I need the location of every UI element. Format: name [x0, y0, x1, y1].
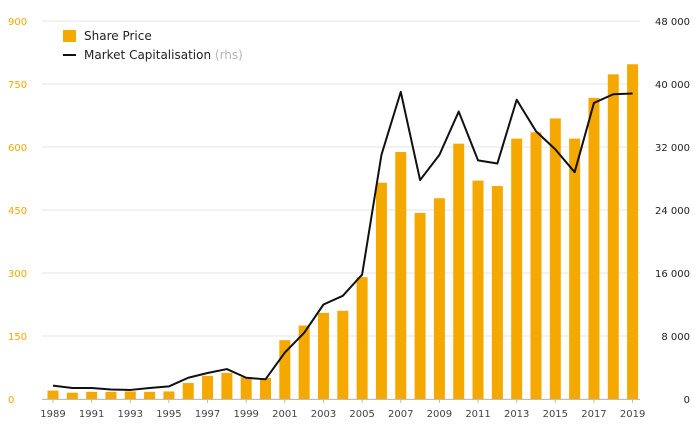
left-axis-tick-label: 900 — [8, 17, 27, 28]
x-axis-tick-label: 1991 — [79, 409, 104, 420]
share-price-bar — [47, 390, 59, 399]
share-price-bar — [105, 391, 117, 399]
left-axis-tick-label: 0 — [8, 395, 14, 406]
share-price-bar — [298, 325, 310, 399]
share-price-bars — [47, 64, 639, 400]
share-price-bar — [530, 132, 542, 400]
right-axis-tick-label: 24 000 — [655, 206, 690, 217]
legend-label-market-cap: Market Capitalisation (rhs) — [84, 48, 243, 62]
share-price-bar — [453, 143, 465, 399]
share-price-bar — [202, 375, 214, 399]
x-axis-tick-label: 1989 — [40, 409, 65, 420]
x-axis-tick-label: 1995 — [156, 409, 181, 420]
share-price-bar — [491, 186, 503, 399]
right-axis-tick-label: 16 000 — [655, 269, 690, 280]
x-axis-tick-label: 1997 — [195, 409, 220, 420]
right-axis-tick-label: 40 000 — [655, 80, 690, 91]
x-axis-tick-label: 2007 — [388, 409, 413, 420]
share-price-bar — [317, 312, 329, 399]
share-price-bar — [433, 198, 445, 399]
x-axis-tick-label: 2015 — [543, 409, 568, 420]
share-price-bar — [260, 378, 272, 399]
left-axis-tick-label: 150 — [8, 332, 27, 343]
share-price-bar — [395, 152, 407, 399]
x-axis-tick-label: 1993 — [118, 409, 143, 420]
left-axis-tick-label: 450 — [8, 206, 27, 217]
right-axis: 0 8 000 16 000 24 000 32 000 40 000 48 000 — [655, 17, 690, 406]
left-axis: 0 150 300 450 600 750 900 — [8, 17, 27, 406]
x-axis-tick-label: 2019 — [620, 409, 645, 420]
left-axis-tick-label: 300 — [8, 269, 27, 280]
share-price-bar — [549, 118, 561, 399]
left-axis-tick-label: 750 — [8, 80, 27, 91]
share-price-bar — [356, 277, 368, 399]
legend-swatch-share-price — [63, 30, 76, 42]
share-price-bar — [163, 391, 175, 399]
share-price-bar — [182, 383, 194, 399]
x-axis-tick-label: 2017 — [581, 409, 606, 420]
x-axis: 1989 1991 1993 1995 1997 1999 2001 2003 2005 2007… — [40, 399, 645, 420]
share-price-bar — [375, 182, 387, 399]
legend: Share Price Market Capitalisation (rhs) — [63, 29, 243, 62]
right-axis-tick-label: 8 000 — [661, 332, 690, 343]
x-axis-tick-label: 2013 — [504, 409, 529, 420]
share-price-bar — [414, 212, 426, 399]
share-price-bar — [279, 340, 291, 399]
x-axis-tick-label: 2009 — [427, 409, 452, 420]
market-cap-line-group — [52, 90, 633, 391]
share-price-bar — [86, 391, 98, 399]
share-price-bar — [337, 310, 349, 399]
x-axis-tick-label: 2005 — [349, 409, 374, 420]
share-price-bar — [607, 74, 619, 399]
share-price-bar — [569, 138, 581, 399]
share-price-bar — [144, 391, 156, 399]
right-axis-tick-label: 0 — [684, 395, 690, 406]
gridlines — [42, 20, 640, 400]
legend-label-market-cap-note: (rhs) — [215, 48, 243, 62]
share-price-bar — [66, 392, 78, 399]
share-price-bar — [511, 138, 523, 399]
x-axis-tick-label: 2011 — [465, 409, 490, 420]
share-price-bar — [221, 372, 233, 399]
x-axis-tick-label: 2003 — [311, 409, 336, 420]
share-price-bar — [124, 391, 136, 399]
share-price-bar — [588, 97, 600, 400]
right-axis-tick-label: 32 000 — [655, 143, 690, 154]
market-cap-line — [52, 90, 633, 391]
legend-label-share-price: Share Price — [84, 29, 152, 43]
right-axis-tick-label: 48 000 — [655, 17, 690, 28]
legend-label-market-cap-name: Market Capitalisation — [84, 48, 211, 62]
share-price-bar — [627, 64, 639, 399]
x-axis-tick-label: 1999 — [233, 409, 258, 420]
share-price-bar — [240, 377, 252, 399]
share-price-bar — [472, 180, 484, 399]
left-axis-tick-label: 600 — [8, 143, 27, 154]
x-axis-tick-label: 2001 — [272, 409, 297, 420]
